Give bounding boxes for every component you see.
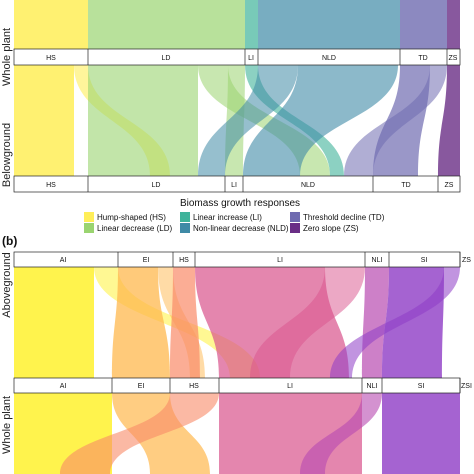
top-bar-b-seg-4: NLI: [372, 257, 383, 264]
top-bar-b-seg-1: EI: [143, 257, 150, 264]
flow-b-low-nli: [300, 393, 382, 474]
panel-a-top-label: Whole plant: [1, 28, 13, 86]
bottom-bar-b-seg-1: EI: [138, 383, 145, 390]
bottom-bar-a-seg-2: LI: [231, 182, 237, 189]
flow-b-ei-ei: [112, 267, 170, 378]
legend-label-5: Zero slope (ZS): [303, 224, 359, 233]
legend: Hump-shaped (HS) Linear decrease (LD) Li…: [84, 212, 385, 233]
legend-label-3: Non-linear decrease (NLD): [193, 224, 289, 233]
top-bar-b-seg-3: LI: [277, 257, 283, 264]
top-bar-a-seg-1: LD: [162, 55, 171, 62]
flow-a-td-nld: [344, 65, 447, 176]
top-bar-a-seg-0: HS: [46, 55, 56, 62]
bottom-bar-a-seg-0: HS: [46, 182, 56, 189]
top-bar-a-seg-5: ZS: [449, 55, 458, 62]
flow-a-top-li: [245, 0, 258, 49]
top-bar-b-seg-5: SI: [421, 257, 428, 264]
top-bar-a-seg-3: NLD: [322, 55, 336, 62]
bottom-bar-a-seg-5: ZS: [445, 182, 454, 189]
panel-a-bottom-bar: HS LD LI NLD TD ZS: [13, 175, 461, 193]
flow-a-ld-ld: [88, 65, 198, 176]
bottom-bar-b-seg-4: NLI: [367, 383, 378, 390]
legend-swatch-4: [290, 212, 300, 222]
legend-swatch-5: [290, 223, 300, 233]
flow-b-hs-hs: [170, 267, 200, 378]
flow-a-top-ld: [88, 0, 245, 49]
bottom-bar-b-seg-5: SI: [418, 383, 425, 390]
top-bar-b-seg-6: ZS: [462, 257, 471, 264]
panel-b-bottom-bar: AI EI HS LI NLI SI ZSI: [13, 377, 472, 394]
axis-title: Biomass growth responses: [180, 198, 300, 209]
flow-b-low-hs: [60, 393, 219, 474]
top-bar-b-seg-0: AI: [60, 257, 67, 264]
flow-a-top-zs: [447, 0, 460, 49]
legend-swatch-0: [84, 212, 94, 222]
flow-a-nld-ld: [198, 65, 298, 176]
legend-label-1: Linear decrease (LD): [97, 224, 172, 233]
bottom-bar-b-seg-2: HS: [189, 383, 199, 390]
top-bar-a-seg-4: TD: [418, 55, 427, 62]
panel-a-top-bar: HS LD LI NLD TD ZS: [13, 48, 461, 66]
flow-b-li-li2: [250, 267, 365, 378]
legend-label-4: Threshold decline (TD): [303, 213, 385, 222]
flow-a-top-hs: [14, 0, 88, 49]
bottom-bar-b-seg-6: ZSI: [461, 383, 472, 390]
panel-b-flows: [14, 267, 460, 474]
bottom-bar-a-seg-3: NLD: [301, 182, 315, 189]
flow-b-si-li: [330, 267, 460, 378]
top-bar-b-seg-2: HS: [179, 257, 189, 264]
bottom-bar-a-seg-4: TD: [401, 182, 410, 189]
panel-b-label: (b): [2, 234, 17, 248]
bottom-bar-b-seg-0: AI: [60, 383, 67, 390]
flow-b-li-li: [195, 267, 349, 378]
panel-b-top-label: Aboveground: [1, 252, 13, 317]
panel-a-bottom-label: Belowground: [1, 123, 13, 187]
legend-swatch-3: [180, 223, 190, 233]
flow-a-top-nld: [258, 0, 400, 49]
bottom-bar-b-seg-3: LI: [287, 383, 293, 390]
flow-b-si-si: [382, 267, 444, 378]
flow-b-low-si: [382, 393, 460, 474]
flow-a-nld-nld: [243, 65, 398, 176]
panel-b-top-bar: AI EI HS LI NLI SI ZS: [13, 251, 471, 268]
flow-a-zs-zs: [438, 65, 460, 176]
panel-b-bottom-label: Whole plant: [1, 396, 13, 454]
flow-a-hs-hs: [14, 65, 74, 176]
flow-b-ai-ai: [14, 267, 94, 378]
legend-label-2: Linear increase (LI): [193, 213, 262, 222]
flow-a-top-td: [400, 0, 447, 49]
flow-b-nli-nli: [362, 267, 389, 378]
legend-label-0: Hump-shaped (HS): [97, 213, 166, 222]
bottom-bar-a-seg-1: LD: [152, 182, 161, 189]
legend-swatch-2: [180, 212, 190, 222]
top-bar-a-seg-2: LI: [248, 55, 254, 62]
legend-swatch-1: [84, 223, 94, 233]
panel-a-flows: [14, 0, 460, 176]
